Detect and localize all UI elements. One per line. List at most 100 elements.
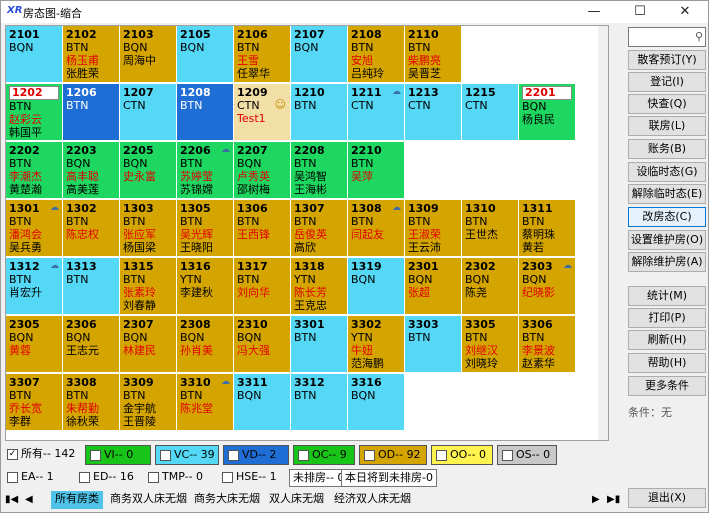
legend-hse[interactable]: HSE-- 1 <box>222 469 277 487</box>
sidebar-button[interactable]: 打印(P) <box>628 308 706 328</box>
sidebar-button[interactable]: 帮助(H) <box>628 353 706 373</box>
sidebar-button[interactable]: 登记(I) <box>628 72 706 92</box>
sidebar-button[interactable]: 解除临时态(E) <box>628 184 706 204</box>
vd-checkbox[interactable] <box>228 449 239 461</box>
ed-checkbox[interactable] <box>79 471 90 483</box>
room-tile[interactable]: 2207 BQN 卢秀英 邵树梅 <box>234 142 290 198</box>
room-type-tab[interactable]: 所有房类 <box>51 491 103 509</box>
room-tile[interactable]: 3301 BTN <box>291 316 347 372</box>
room-tile[interactable]: 1309 BTN 王淑荣 王云沛 <box>405 200 461 256</box>
room-tile[interactable]: 3311 BQN <box>234 374 290 430</box>
room-tile[interactable]: 1213 CTN <box>405 84 461 140</box>
room-tile[interactable]: 1303 BTN 张应军 杨国梁 <box>120 200 176 256</box>
room-tile[interactable]: 2307 BQN 林建民 <box>120 316 176 372</box>
room-tile[interactable]: 2308 BQN 孙肖美 <box>177 316 233 372</box>
room-tile[interactable]: 2108 BTN 安旭 吕纯玲 <box>348 26 404 82</box>
room-tile[interactable]: 1311 BTN 蔡明珠 黄若 <box>519 200 575 256</box>
room-tile[interactable]: 1211 CTN ☁ <box>348 84 404 140</box>
legend-vc[interactable]: VC-- 39 <box>155 445 219 465</box>
room-tile[interactable]: 2105 BQN <box>177 26 233 82</box>
room-tile[interactable]: 3303 BTN <box>405 316 461 372</box>
unassigned-rooms-button[interactable]: 未排房-- 0 <box>289 469 349 487</box>
room-tile[interactable]: 3305 BTN 刘继汉 刘晓玲 <box>462 316 518 372</box>
room-type-tab[interactable]: 商务大床无烟 <box>194 492 260 505</box>
room-tile[interactable]: 1317 BTN 刘向华 <box>234 258 290 314</box>
room-tile[interactable]: 2206 BTN 苏婷莹 苏锦嫦 ☁ <box>177 142 233 198</box>
room-type-tab[interactable]: 双人床无烟 <box>269 492 324 505</box>
room-tile[interactable]: 1312 BTN 肖宏升 ☁ <box>6 258 62 314</box>
sidebar-button[interactable]: 更多条件 <box>628 376 706 396</box>
room-type-tab[interactable]: 经济双人床无烟 <box>334 492 411 505</box>
room-tile[interactable]: 2106 BTN 王雪 任翠华 <box>234 26 290 82</box>
last-tab-arrow-icon[interactable]: ▶▮ <box>607 494 621 505</box>
room-tile[interactable]: 1215 CTN <box>462 84 518 140</box>
room-tile[interactable]: 1308 BTN 闫起友 ☁ <box>348 200 404 256</box>
room-tile[interactable]: 2305 BQN 黄蓉 <box>6 316 62 372</box>
room-tile[interactable]: 2306 BQN 王志元 <box>63 316 119 372</box>
room-tile[interactable]: 1302 BTN 陈忠权 <box>63 200 119 256</box>
sidebar-button[interactable]: 改房态(C) <box>628 207 706 227</box>
room-tile[interactable]: 3310 BTN 陈兆堂 ☁ <box>177 374 233 430</box>
room-tile[interactable]: 2301 BQN 张超 <box>405 258 461 314</box>
sidebar-button[interactable]: 联房(L) <box>628 116 706 136</box>
tmp-checkbox[interactable] <box>148 471 159 483</box>
os-checkbox[interactable] <box>502 449 513 461</box>
room-tile[interactable]: 2303 BQN 纪晓影 ☁ <box>519 258 575 314</box>
room-tile[interactable]: 3316 BQN <box>348 374 404 430</box>
legend-all[interactable]: ✓ 所有-- 142 <box>7 447 76 460</box>
room-tile[interactable]: 1316 YTN 李建秋 <box>177 258 233 314</box>
room-tile[interactable]: 2208 BTN 吴鸿智 王海彬 <box>291 142 347 198</box>
prev-tab-arrow-icon[interactable]: ◀ <box>25 494 33 505</box>
grid-scrollbar[interactable] <box>598 26 608 440</box>
room-tile[interactable]: 2102 BTN 杨玉甫 张胜荣 <box>63 26 119 82</box>
sidebar-button[interactable]: 设置维护房(O) <box>628 230 706 250</box>
room-tile[interactable]: 3302 YTN 牛妞 范海鹏 <box>348 316 404 372</box>
room-tile[interactable]: 1206 BTN <box>63 84 119 140</box>
room-tile[interactable]: 1207 CTN <box>120 84 176 140</box>
legend-tmp[interactable]: TMP-- 0 <box>148 469 203 487</box>
maximize-button[interactable]: ☐ <box>634 4 646 19</box>
room-tile[interactable]: 1306 BTN 王西锋 <box>234 200 290 256</box>
room-tile[interactable]: 2107 BQN <box>291 26 347 82</box>
sidebar-button[interactable]: 统计(M) <box>628 286 706 306</box>
sidebar-button[interactable]: 快查(Q) <box>628 94 706 114</box>
room-tile[interactable]: 2110 BTN 柴鹏亮 吴晋芝 <box>405 26 461 82</box>
od-checkbox[interactable] <box>364 449 375 461</box>
room-tile[interactable]: 3307 BTN 乔长宽 李群 <box>6 374 62 430</box>
legend-ed[interactable]: ED-- 16 <box>79 469 134 487</box>
minimize-button[interactable]: — <box>587 4 601 19</box>
room-tile[interactable]: 2302 BQN 陈尧 <box>462 258 518 314</box>
room-tile[interactable]: 1319 BQN <box>348 258 404 314</box>
legend-vi[interactable]: VI-- 0 <box>85 445 151 465</box>
sidebar-button[interactable]: 散客预订(Y) <box>628 50 706 70</box>
room-tile[interactable]: 1209 CTN Test1 ☺ <box>234 84 290 140</box>
all-checkbox[interactable]: ✓ <box>7 448 18 460</box>
room-tile[interactable]: 3309 BTN 金宇航 王晋陵 <box>120 374 176 430</box>
room-tile[interactable]: 2310 BQN 冯大强 <box>234 316 290 372</box>
first-tab-arrow-icon[interactable]: ▮◀ <box>5 494 19 505</box>
today-unassigned-button[interactable]: 本日将到未排房-0 <box>341 469 437 487</box>
room-type-tab[interactable]: 商务双人床无烟 <box>110 492 187 505</box>
room-tile[interactable]: 1310 BTN 王世杰 <box>462 200 518 256</box>
room-tile[interactable]: 1301 BTN 潘鸿会 吴兵勇 ☁ <box>6 200 62 256</box>
vc-checkbox[interactable] <box>160 449 171 461</box>
legend-os[interactable]: OS-- 0 <box>497 445 557 465</box>
legend-oc[interactable]: OC-- 9 <box>293 445 355 465</box>
legend-od[interactable]: OD-- 92 <box>359 445 427 465</box>
search-icon[interactable]: ⚲ <box>694 30 703 43</box>
ea-checkbox[interactable] <box>7 471 18 483</box>
oo-checkbox[interactable] <box>436 449 447 461</box>
legend-ea[interactable]: EA-- 1 <box>7 469 54 487</box>
room-tile[interactable]: 2103 BQN 周海中 <box>120 26 176 82</box>
room-tile[interactable]: 1313 BTN <box>63 258 119 314</box>
room-tile[interactable]: 1305 BTN 吴光辉 王晓阳 <box>177 200 233 256</box>
vi-checkbox[interactable] <box>90 449 101 461</box>
room-tile[interactable]: 3312 BTN <box>291 374 347 430</box>
room-tile[interactable]: 2201 BQN 杨良民 <box>519 84 575 140</box>
room-tile[interactable]: 2101 BQN <box>6 26 62 82</box>
room-tile[interactable]: 1202 BTN 赵彩云 韩国平 <box>6 84 62 140</box>
close-button[interactable]: ✕ <box>679 4 691 19</box>
room-tile[interactable]: 2202 BTN 李潮杰 黄楚瀚 <box>6 142 62 198</box>
next-tab-arrow-icon[interactable]: ▶ <box>592 494 600 505</box>
hse-checkbox[interactable] <box>222 471 233 483</box>
